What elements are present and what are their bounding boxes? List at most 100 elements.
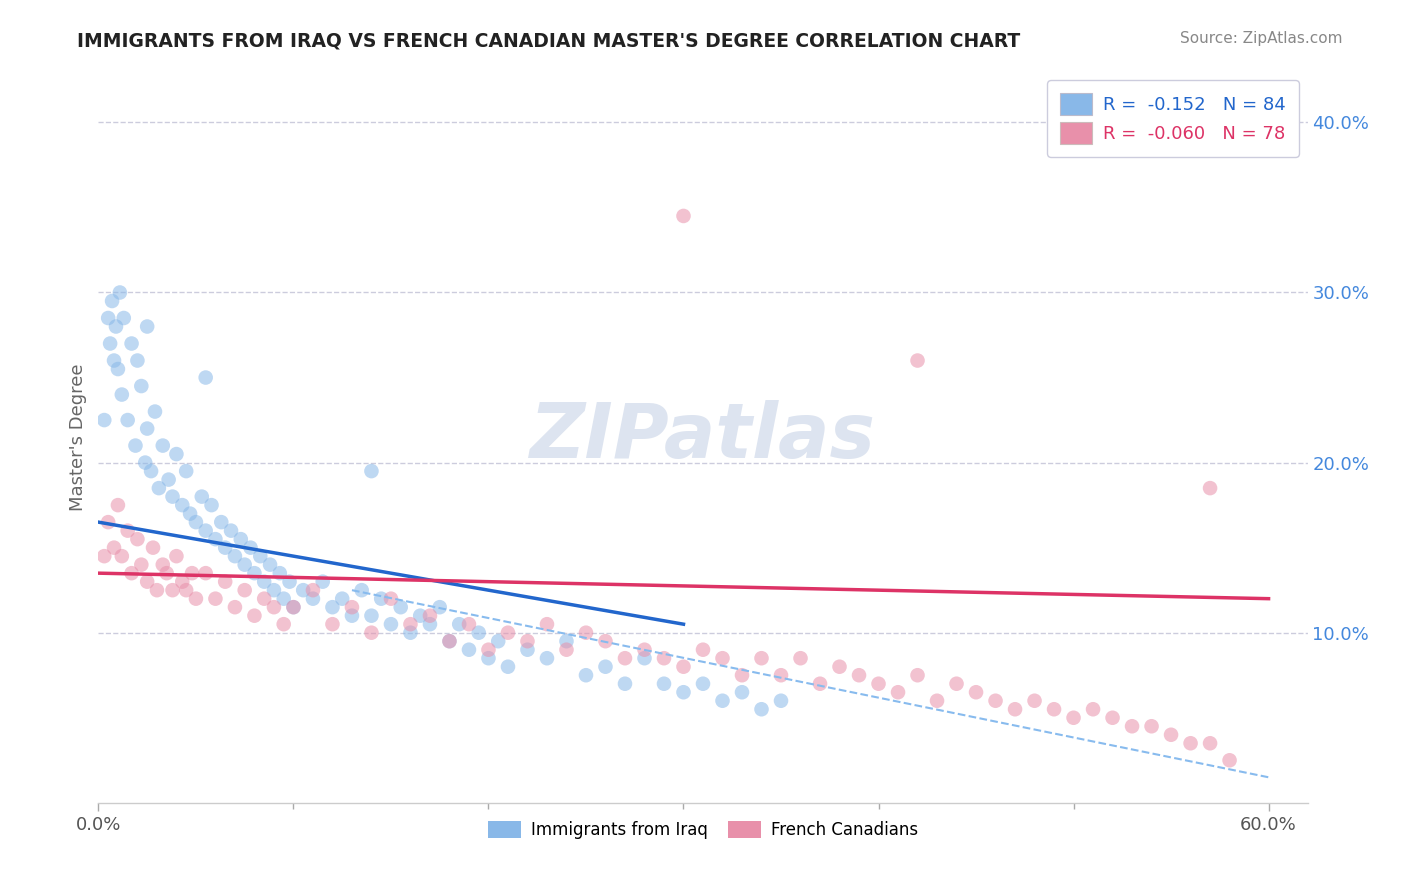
Point [134,456,156,470]
Point [330,591,353,606]
Point [165,549,187,563]
Point [536,651,558,665]
Point [107,498,129,512]
Point [575,625,598,640]
Point [458,642,481,657]
Point [104,319,127,334]
Point [389,600,412,615]
Point [633,642,655,657]
Point [711,694,734,708]
Point [117,413,139,427]
Point [283,600,305,615]
Point [292,583,315,598]
Point [249,549,271,563]
Point [224,549,246,563]
Point [672,685,695,699]
Point [439,634,461,648]
Point [595,634,617,648]
Point [162,490,184,504]
Point [945,677,967,691]
Point [194,370,217,384]
Point [97,311,120,326]
Point [204,591,226,606]
Point [184,515,207,529]
Point [486,634,509,648]
Point [633,651,655,665]
Point [93,549,115,563]
Point [103,353,125,368]
Text: ZIPatlas: ZIPatlas [530,401,876,474]
Point [312,574,335,589]
Point [111,387,134,401]
Point [1199,481,1222,495]
Point [156,566,179,581]
Point [731,668,754,682]
Point [516,634,538,648]
Point [1063,711,1085,725]
Point [162,583,184,598]
Point [965,685,987,699]
Point [409,608,432,623]
Point [233,558,256,572]
Point [273,591,295,606]
Point [652,651,675,665]
Point [224,600,246,615]
Point [209,515,232,529]
Point [136,421,159,435]
Point [239,541,262,555]
Point [868,677,890,691]
Point [142,541,165,555]
Point [152,558,174,572]
Point [340,600,363,615]
Point [136,574,159,589]
Point [1199,736,1222,750]
Point [117,524,139,538]
Point [263,583,285,598]
Point [243,566,266,581]
Point [399,617,422,632]
Point [127,353,149,368]
Point [711,651,734,665]
Point [172,574,194,589]
Point [536,617,558,632]
Point [172,498,194,512]
Point [121,336,143,351]
Point [467,625,489,640]
Point [136,319,159,334]
Point [516,642,538,657]
Point [419,608,441,623]
Point [692,642,714,657]
Point [200,498,222,512]
Point [174,464,197,478]
Point [360,464,382,478]
Point [477,651,499,665]
Point [219,524,242,538]
Point [111,549,134,563]
Y-axis label: Master's Degree: Master's Degree [69,363,87,511]
Point [477,642,499,657]
Point [146,583,169,598]
Point [131,558,153,572]
Point [496,625,519,640]
Point [672,209,695,223]
Point [121,566,143,581]
Point [828,659,851,673]
Point [1180,736,1202,750]
Point [273,617,295,632]
Point [751,651,773,665]
Point [97,515,120,529]
Point [143,404,166,418]
Point [259,558,281,572]
Point [243,608,266,623]
Point [692,677,714,691]
Point [302,591,325,606]
Point [984,694,1007,708]
Point [103,541,125,555]
Point [1219,753,1241,767]
Point [108,285,131,300]
Point [148,481,170,495]
Point [907,668,929,682]
Point [204,532,226,546]
Point [165,447,187,461]
Point [1024,694,1046,708]
